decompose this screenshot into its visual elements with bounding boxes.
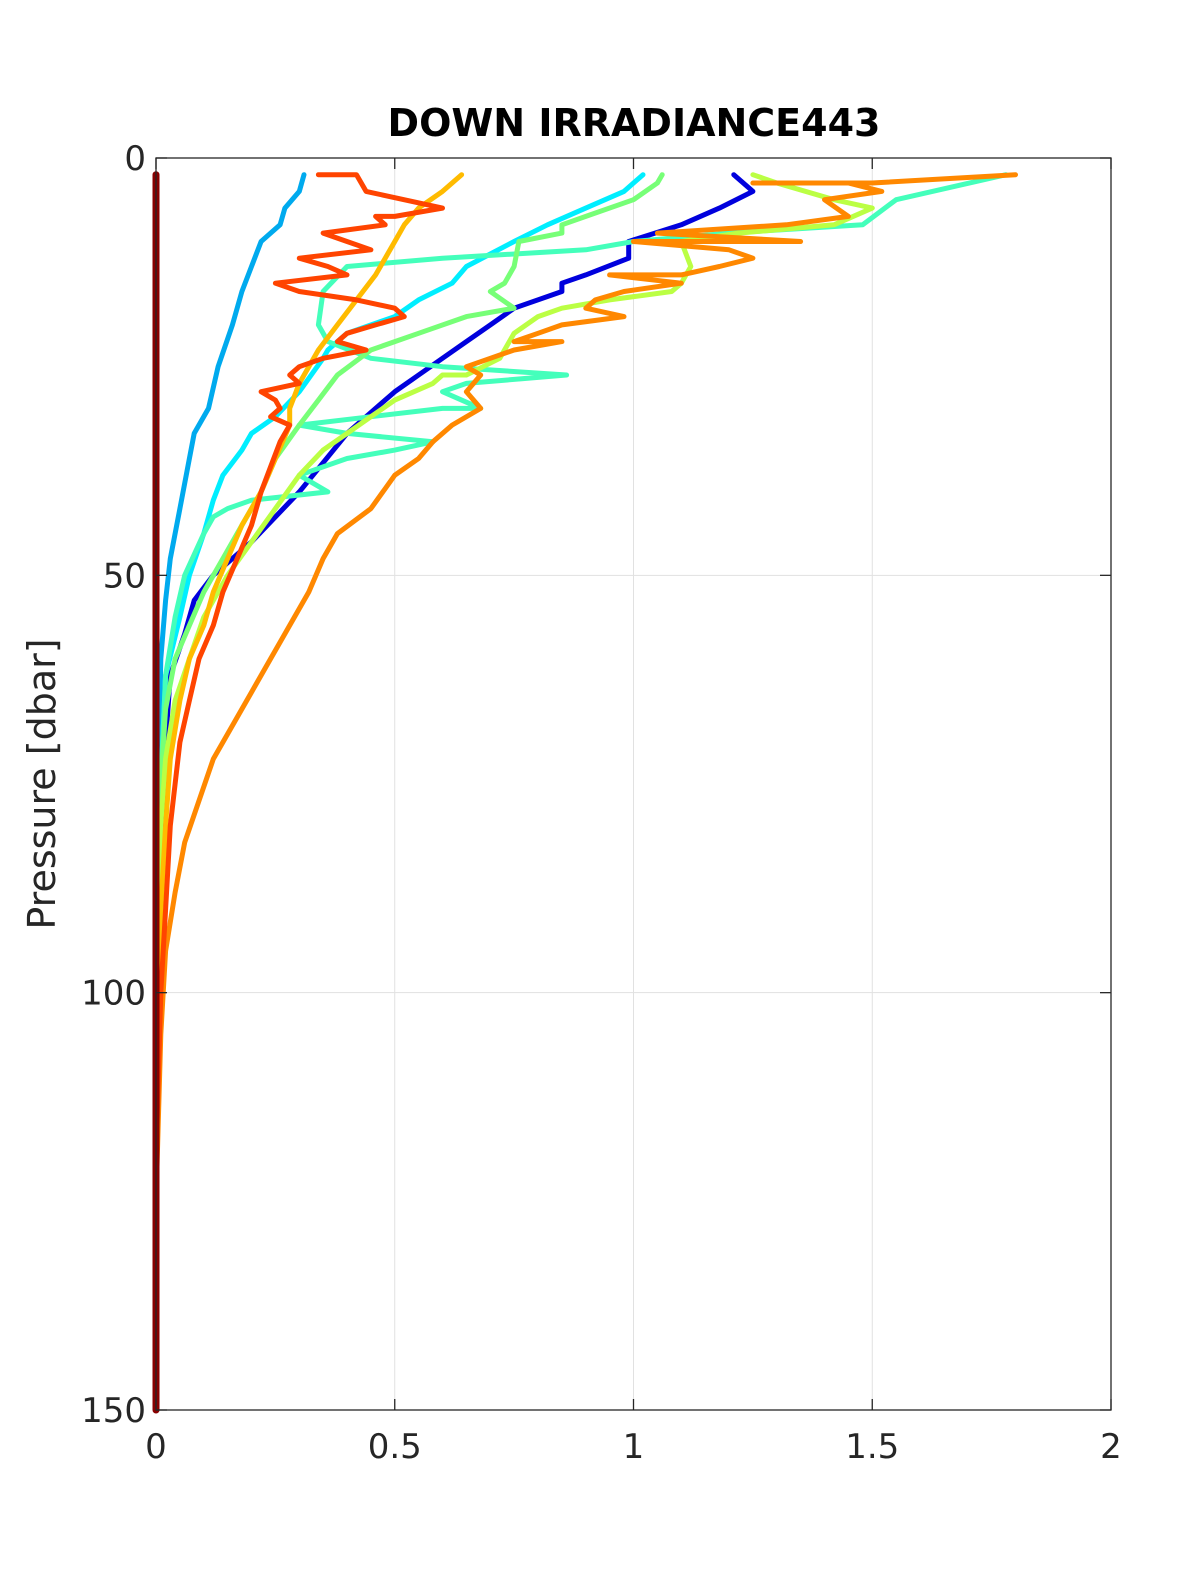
series-line-8 bbox=[153, 172, 1018, 1413]
tick-marks bbox=[155, 157, 1112, 1411]
y-tick-label: 50 bbox=[103, 556, 146, 596]
series-layer bbox=[152, 171, 1018, 1414]
y-tick-label: 150 bbox=[81, 1391, 146, 1431]
series-line-6 bbox=[153, 172, 875, 1413]
x-tick-label: 1 bbox=[623, 1427, 645, 1467]
y-axis-label: Pressure [dbar] bbox=[20, 638, 64, 929]
y-tick-label: 100 bbox=[81, 974, 146, 1014]
y-tick-label: 0 bbox=[124, 139, 146, 179]
series-line-4 bbox=[153, 172, 1009, 1413]
series-line-5 bbox=[153, 172, 665, 1413]
x-tick-labels: 0 0.5 1 1.5 2 bbox=[145, 1427, 1122, 1467]
y-tick-labels: 0 50 100 150 bbox=[81, 139, 146, 1431]
series-line-2 bbox=[153, 172, 307, 1413]
x-tick-label: 2 bbox=[1100, 1427, 1122, 1467]
series-line-9 bbox=[153, 172, 445, 1413]
x-tick-label: 0.5 bbox=[368, 1427, 422, 1467]
series-line-3 bbox=[153, 172, 646, 1413]
x-tick-label: 0 bbox=[145, 1427, 167, 1467]
series-line-1 bbox=[153, 172, 756, 1413]
chart-title: DOWN IRRADIANCE443 bbox=[388, 101, 881, 145]
grid-lines bbox=[156, 158, 1111, 1410]
x-tick-label: 1.5 bbox=[845, 1427, 899, 1467]
